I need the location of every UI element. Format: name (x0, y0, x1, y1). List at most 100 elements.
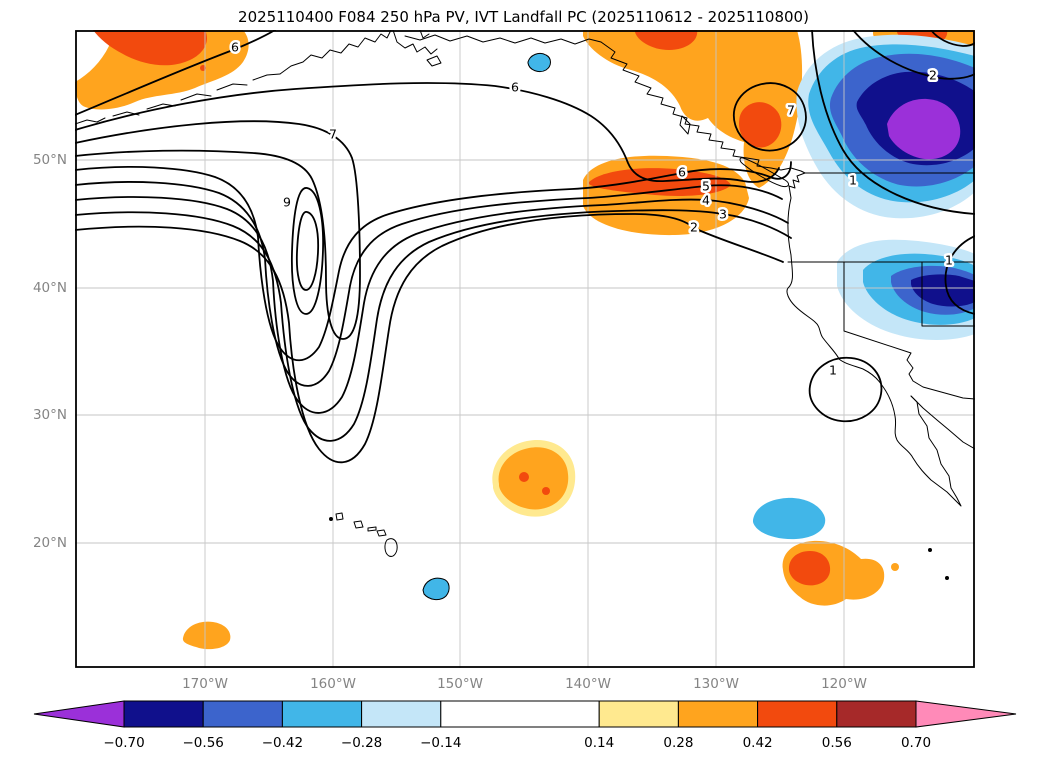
pv-contour-closed (290, 187, 324, 315)
pv-contour (75, 213, 784, 464)
colorbar: −0.70 −0.56 −0.42 −0.28 −0.14 0.14 0.28 0.42 0.5… (33, 700, 1017, 751)
hawaii-maui (376, 529, 387, 537)
coastline-gulf-of-alaska (404, 34, 602, 45)
colorbar-segment (361, 700, 442, 728)
contour-labels: 6 7 9 6 6 543 2 7 2 1 1 1 (229, 37, 956, 380)
positive-anomaly-core-fill (635, 30, 698, 50)
contour-label: 3 (719, 207, 727, 222)
border-california-nevada (843, 261, 975, 400)
colorbar-tick-label: 0.42 (743, 735, 773, 751)
coastline-us-west (786, 172, 882, 385)
y-axis-tick-label: 20°N (32, 535, 67, 551)
hawaii-molokai (367, 526, 377, 532)
pv-contour (75, 196, 789, 414)
colorbar-under-arrow (33, 700, 125, 728)
contour-label: 1 (849, 173, 857, 188)
colorbar-tick-label: −0.42 (262, 735, 303, 751)
colorbar-segment (123, 700, 204, 728)
x-axis-tick-label: 130°W (693, 676, 739, 692)
map-canvas: 6 7 9 6 6 543 2 7 2 1 1 1 (75, 30, 975, 668)
shaded-regions (75, 30, 975, 650)
coastlines (75, 30, 975, 580)
positive-anomaly-fill (583, 30, 803, 188)
x-axis-tick-label: 120°W (821, 676, 867, 692)
contour-label: 6 (231, 40, 239, 55)
x-axis-tick-label: 140°W (565, 676, 611, 692)
positive-anomaly-fill (182, 621, 231, 650)
colorbar-tick-label: 0.14 (584, 735, 614, 751)
pv-contour (930, 30, 975, 47)
positive-anomaly-core-fill (589, 168, 731, 196)
hawaii-kauai (335, 512, 344, 521)
island-speck (928, 548, 932, 552)
colorbar-segment (440, 700, 600, 728)
pv-contour (944, 235, 975, 315)
colorbar-segment (281, 700, 363, 728)
colorbar-tick-label: 0.70 (901, 735, 931, 751)
colorbar-tick-label: −0.28 (341, 735, 382, 751)
contour-label: 2 (690, 220, 698, 235)
contour-label: 7 (329, 127, 337, 142)
positive-anomaly-core-fill (788, 551, 831, 586)
negative-anomaly-fill (527, 52, 551, 73)
pv-contour-closed (295, 211, 320, 291)
haida-gwaii-island (679, 115, 691, 135)
positive-anomaly-core-fill (200, 65, 206, 71)
coastline-aleutians (75, 73, 281, 125)
x-axis-tick-label: 170°W (182, 676, 228, 692)
positive-anomaly-core-fill (739, 102, 782, 148)
colorbar-tick-label: −0.56 (183, 735, 224, 751)
colorbar-tick-label: 0.56 (822, 735, 852, 751)
x-axis-tick-label: 150°W (437, 676, 483, 692)
positive-anomaly-fill (891, 563, 899, 571)
colorbar-tick-label: −0.70 (103, 735, 144, 751)
coastline-mexico-mainland (910, 395, 975, 450)
plot-border (75, 30, 975, 668)
y-axis-tick-label: 30°N (32, 407, 67, 423)
negative-anomaly-core-fill (887, 98, 961, 160)
chart-title: 2025110400 F084 250 hPa PV, IVT Landfall… (238, 8, 809, 26)
pv-contour (75, 181, 783, 387)
pv-contours (75, 30, 975, 464)
pv-contour-closed (733, 82, 807, 152)
y-axis-tick-label: 40°N (32, 280, 67, 296)
island-speck (945, 576, 949, 580)
pv-contour (75, 120, 361, 340)
hawaii-niihau (329, 517, 333, 521)
positive-anomaly-core-fill (93, 30, 207, 66)
contour-label: 2 (929, 68, 937, 83)
colorbar-tick-label: 0.28 (663, 735, 693, 751)
colorbar-tick-label: −0.14 (420, 735, 461, 751)
coastline-se-alaska-bc (600, 41, 806, 174)
kodiak-island (426, 55, 442, 67)
negative-anomaly-core-fill (911, 274, 975, 307)
pv-contour (75, 161, 792, 362)
positive-anomaly-fill (498, 447, 569, 510)
vancouver-island (739, 157, 789, 187)
positive-anomaly-core-fill (519, 472, 529, 482)
hawaii-big-island (384, 538, 398, 557)
contour-label: 4 (702, 193, 710, 208)
y-axis-tick-label: 50°N (32, 152, 67, 168)
negative-anomaly-fill (753, 497, 826, 540)
coastline-alaska (279, 30, 438, 75)
contour-label: 6 (678, 165, 686, 180)
pv-contour (811, 30, 975, 215)
x-axis-tick-label: 160°W (310, 676, 356, 692)
colorbar-over-arrow (915, 700, 1017, 728)
pv-contour (852, 30, 975, 80)
contour-label: 1 (829, 363, 837, 378)
colorbar-segment (757, 700, 838, 728)
border-utah (921, 261, 975, 327)
contour-label: 7 (787, 103, 795, 118)
contour-label: 9 (283, 195, 291, 210)
pv-contour (75, 30, 276, 116)
contour-label: 1 (945, 253, 953, 268)
colorbar-segment (677, 700, 759, 728)
colorbar-segment (836, 700, 917, 728)
pv-contour (75, 82, 780, 183)
colorbar-segment (598, 700, 679, 728)
coastline-baja (880, 383, 962, 507)
